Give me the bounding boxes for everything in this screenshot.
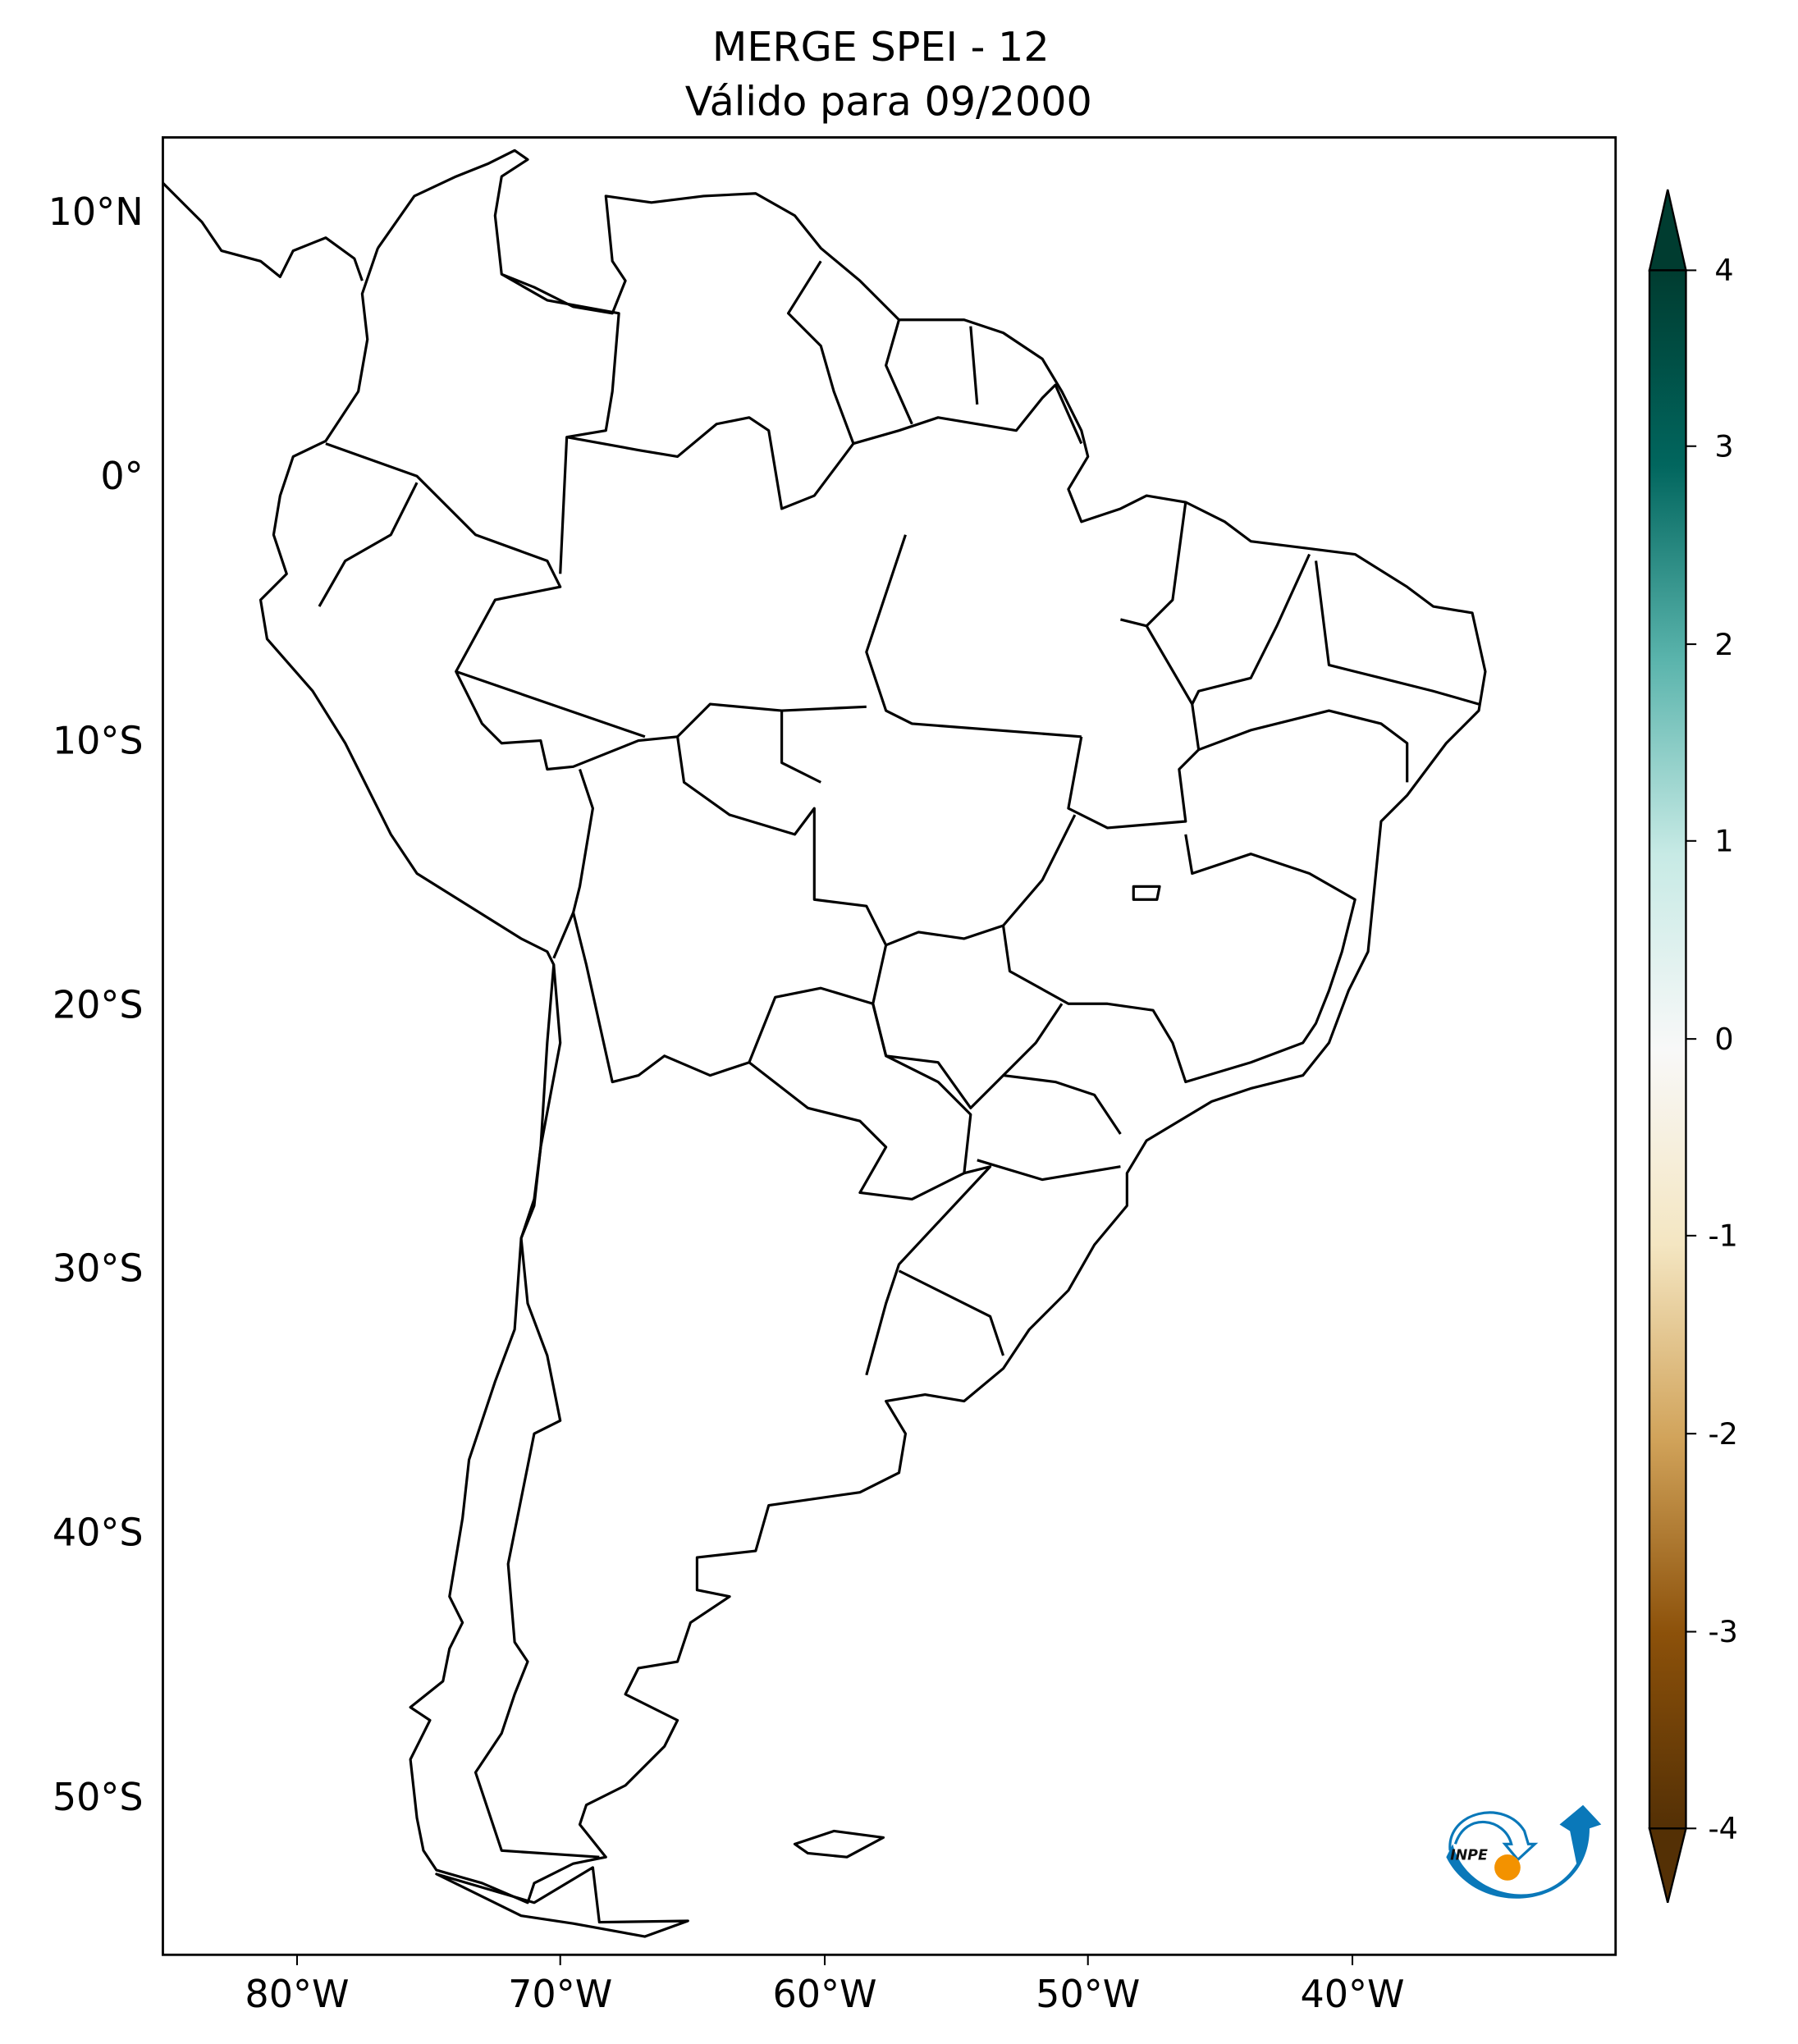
colorbar-tick-label: -4 (1708, 1811, 1737, 1846)
y-tick-10n: 10°N (48, 190, 144, 234)
colorbar-tick-label: 2 (1714, 627, 1733, 662)
colorbar-tick-label: 3 (1714, 428, 1733, 464)
logo-inner-arrow (1448, 1811, 1539, 1862)
colorbar-tick-label: -1 (1708, 1219, 1737, 1254)
logo-arrow-swoosh (1446, 1804, 1602, 1899)
title-line-2: Válido para 09/2000 (685, 77, 1092, 125)
falkland-islands-coastline (793, 1829, 885, 1859)
colorbar-extend-bottom (1648, 1827, 1687, 1904)
title-line-1: MERGE SPEI - 12 (712, 23, 1050, 71)
colorbar-gradient (1648, 269, 1687, 1830)
colorbar-extend-top (1648, 189, 1687, 272)
map-frame (162, 136, 1617, 1956)
country-borders (318, 260, 1083, 1859)
colorbar-tick-label: 1 (1714, 824, 1733, 859)
x-tick-50w: 50°W (1036, 1955, 1140, 2016)
colorbar-tick-label: -2 (1708, 1416, 1737, 1452)
x-tick-60w: 60°W (772, 1955, 877, 2016)
y-tick-50s: 50°S (53, 1775, 144, 1819)
colorbar-tick-label: 0 (1714, 1022, 1733, 1057)
svg-text:80°W: 80°W (245, 1972, 349, 2016)
y-tick-40s: 40°S (53, 1511, 144, 1555)
x-tick-80w: 80°W (245, 1955, 350, 2016)
inpe-logo: INPE (1446, 1804, 1602, 1899)
x-tick-70w: 70°W (508, 1955, 612, 2016)
svg-text:50°W: 50°W (1036, 1972, 1140, 2016)
central-america-coastline (162, 181, 364, 281)
x-axis: 80°W 70°W 60°W 50°W 40°W (245, 1955, 1405, 2016)
svg-text:40°W: 40°W (1300, 1972, 1404, 2016)
tierra-del-fuego-coastline (435, 1866, 689, 1938)
logo-sun (1494, 1854, 1521, 1881)
y-tick-20s: 20°S (53, 983, 144, 1027)
y-tick-0: 0° (100, 454, 143, 498)
svg-text:70°W: 70°W (508, 1972, 612, 2016)
map-area (162, 136, 1617, 1956)
logo-text: INPE (1450, 1847, 1488, 1863)
colorbar-tick-label: -3 (1708, 1614, 1737, 1649)
svg-text:60°W: 60°W (772, 1972, 876, 2016)
y-tick-30s: 30°S (53, 1246, 144, 1290)
y-tick-10s: 10°S (53, 718, 144, 762)
colorbar: 4 3 2 1 0 -1 -2 -3 -4 (1648, 189, 1738, 1904)
brazil-state-borders (455, 501, 1480, 1182)
y-axis: 10°N 0° 10°S 20°S 30°S 40°S 50°S (48, 190, 144, 1819)
x-tick-40w: 40°W (1300, 1955, 1405, 2016)
colorbar-tick-label: 4 (1714, 253, 1733, 288)
